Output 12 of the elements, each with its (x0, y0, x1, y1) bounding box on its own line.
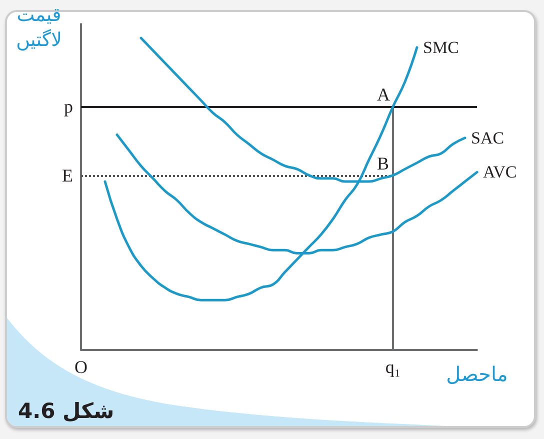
x-axis-title: ماحصل (446, 362, 508, 386)
series-label: AVC (483, 162, 517, 182)
annotation: A (377, 84, 390, 105)
x-tick-label: q₁ (385, 357, 401, 377)
annotation: B (377, 153, 390, 174)
series-label: SAC (471, 128, 504, 148)
text: شکل 4.6 (18, 398, 114, 425)
x-tick-label: O (74, 357, 88, 377)
series-label: SMC (423, 38, 459, 57)
ref-line-label: E (62, 165, 73, 186)
ref-line-label: p (64, 96, 73, 117)
y-axis-title: قیمت لاگتیں (15, 3, 63, 53)
